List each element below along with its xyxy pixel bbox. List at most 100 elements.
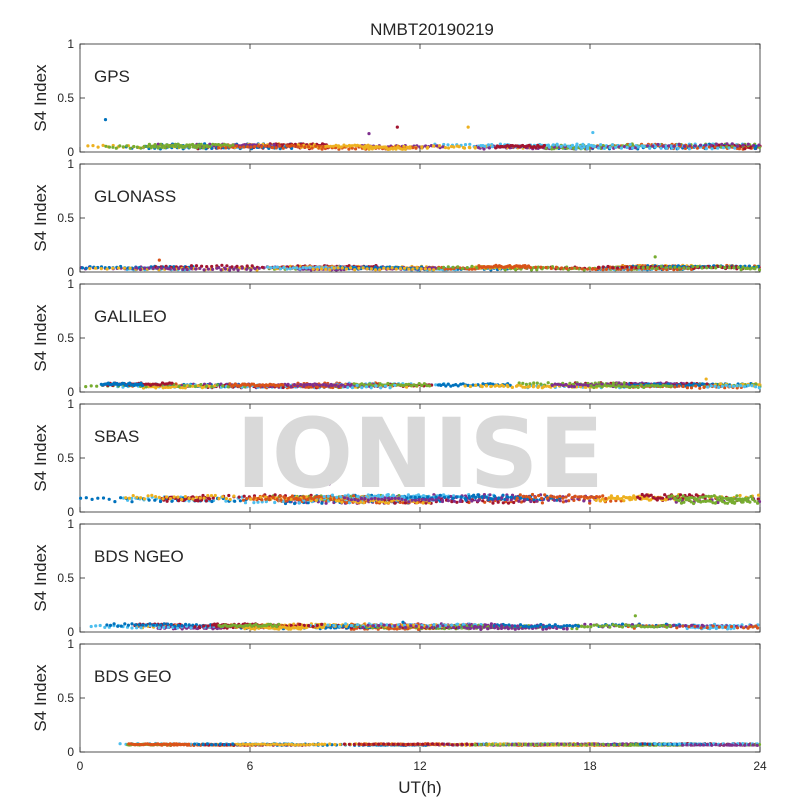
data-point [468, 384, 472, 389]
data-point [712, 494, 716, 498]
data-point [326, 144, 330, 148]
data-point [208, 145, 212, 149]
data-point [156, 145, 160, 149]
data-point [270, 146, 275, 150]
data-point [96, 145, 100, 149]
data-point [625, 385, 629, 389]
data-point [420, 145, 424, 149]
data-point [717, 385, 721, 389]
data-point [707, 494, 711, 498]
data-point [753, 499, 757, 503]
data-point [182, 144, 186, 148]
data-point [463, 143, 468, 147]
data-point [174, 145, 178, 149]
data-point [308, 266, 312, 270]
data-point [667, 384, 671, 388]
data-point [374, 384, 378, 388]
data-point [317, 144, 321, 148]
data-point [733, 146, 737, 150]
data-point [111, 266, 115, 270]
data-point [698, 143, 703, 147]
data-point [185, 267, 189, 272]
data-point [227, 493, 231, 498]
data-point [559, 144, 563, 148]
data-point [559, 383, 563, 387]
data-point [477, 146, 481, 150]
data-point [565, 267, 569, 271]
data-point [736, 144, 740, 148]
data-point [303, 145, 307, 149]
data-point [150, 144, 154, 148]
data-point [432, 268, 436, 272]
y-axis-label: S4 Index [31, 544, 50, 612]
data-point [585, 267, 590, 271]
data-point [278, 144, 282, 148]
data-point [677, 384, 681, 388]
data-point [164, 266, 168, 270]
data-point [581, 383, 585, 387]
data-point [140, 384, 144, 388]
data-point [665, 146, 669, 150]
data-point [705, 266, 709, 270]
data-point [221, 384, 225, 388]
data-point [687, 147, 692, 151]
data-point [698, 386, 702, 390]
data-point [319, 267, 324, 271]
y-tick-label: 1 [67, 277, 74, 291]
data-point [275, 265, 279, 269]
data-point [161, 497, 165, 501]
data-point [228, 497, 232, 502]
data-point [661, 383, 665, 387]
data-point [236, 268, 240, 272]
data-point [213, 493, 217, 498]
data-point [206, 494, 210, 498]
data-point [606, 264, 610, 269]
data-point [142, 497, 146, 501]
data-point [653, 145, 658, 149]
data-point [291, 266, 296, 270]
y-axis-label: S4 Index [31, 64, 50, 132]
data-point [189, 266, 193, 270]
data-point [344, 267, 348, 271]
data-point [646, 265, 650, 270]
data-point [603, 383, 607, 387]
data-point [449, 267, 453, 271]
data-point [299, 144, 303, 148]
data-point [158, 499, 163, 504]
data-point [717, 143, 721, 147]
data-point [113, 500, 117, 504]
data-point [199, 383, 203, 387]
data-point [327, 384, 331, 388]
data-point [710, 147, 714, 151]
data-point [242, 145, 246, 149]
data-point [546, 381, 550, 385]
data-point [756, 493, 761, 497]
y-tick-label: 0.5 [57, 331, 74, 345]
data-point [696, 264, 700, 269]
data-point [581, 142, 585, 146]
data-point [177, 384, 181, 389]
data-point [95, 384, 99, 388]
data-point [383, 384, 387, 388]
data-point [292, 383, 296, 387]
data-point [318, 383, 322, 387]
data-point [222, 142, 226, 146]
data-point [630, 265, 634, 269]
data-point [737, 147, 742, 151]
data-point [411, 146, 415, 150]
data-point [256, 144, 260, 148]
data-point [333, 383, 337, 387]
data-point [278, 147, 282, 151]
data-point [609, 494, 614, 498]
data-point [709, 143, 713, 147]
data-point [608, 384, 613, 388]
series-points [80, 255, 762, 272]
data-point [188, 143, 192, 147]
data-point [199, 142, 203, 146]
data-point [231, 143, 235, 147]
data-point [578, 382, 582, 387]
data-point [210, 499, 214, 504]
